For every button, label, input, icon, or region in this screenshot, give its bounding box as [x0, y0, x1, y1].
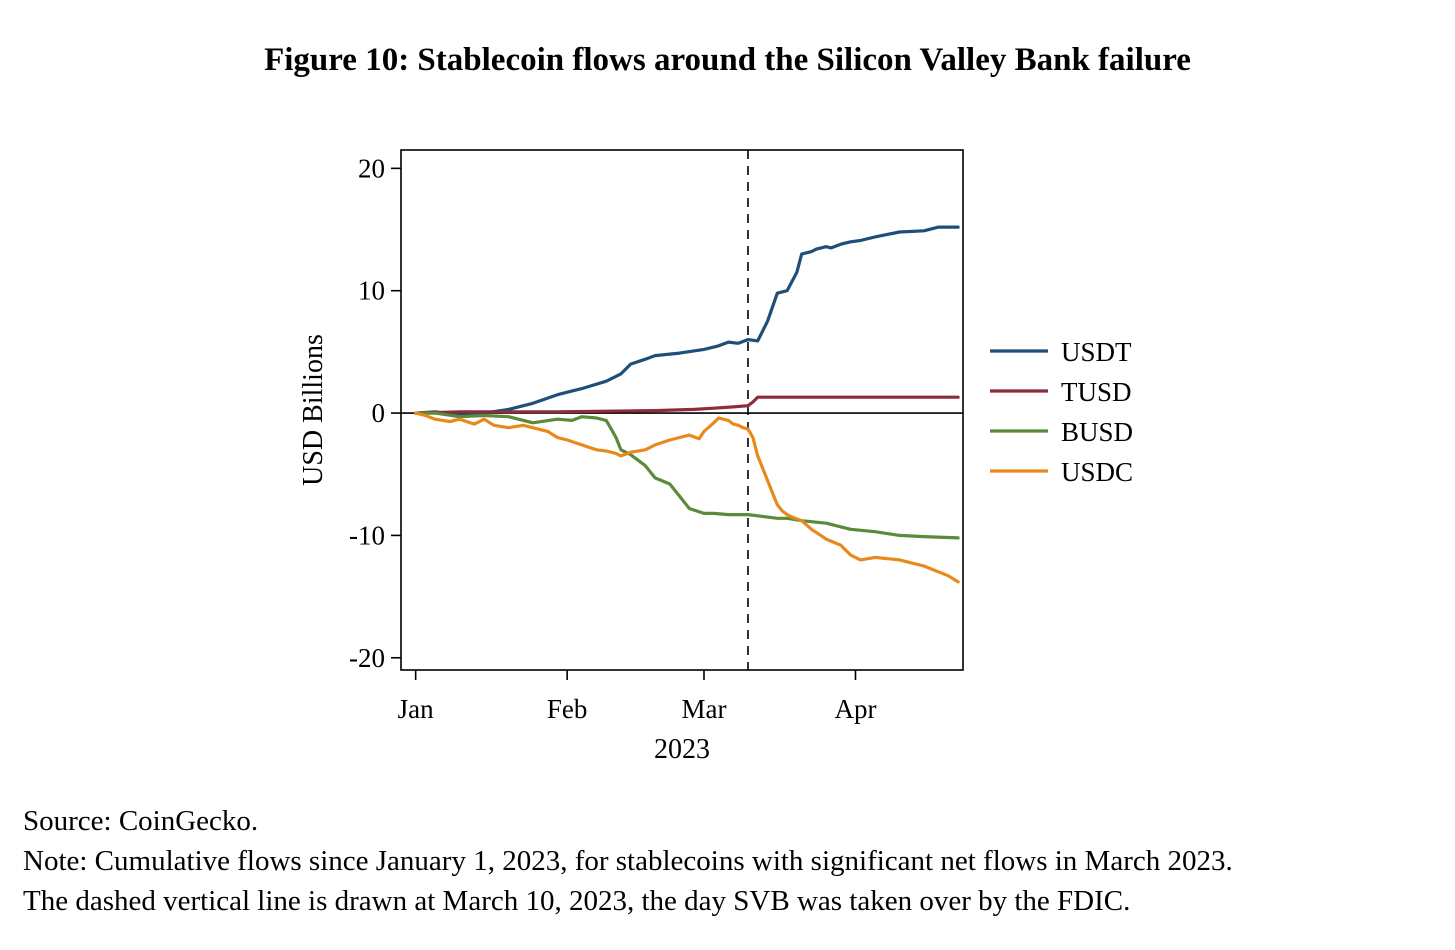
x-tick-label: Jan: [398, 694, 434, 724]
plot-frame: [400, 149, 964, 671]
legend-label-usdt: USDT: [1061, 337, 1132, 367]
axes: 20 10 0 -10 -20 Jan Feb Mar Apr: [349, 153, 876, 724]
y-tick-label: 20: [358, 153, 385, 183]
x-tick-label: Feb: [547, 694, 588, 724]
y-axis-label: USD Billions: [298, 334, 329, 486]
note-line-2: The dashed vertical line is drawn at Mar…: [23, 885, 1131, 917]
series-lines: [414, 225, 960, 584]
legend-label-busd: BUSD: [1061, 417, 1133, 447]
x-axis-label: 2023: [654, 734, 710, 765]
x-tick-label: Apr: [834, 694, 876, 724]
y-tick-label: -10: [349, 520, 385, 550]
series-line-usdc: [414, 411, 960, 584]
legend-label-tusd: TUSD: [1061, 377, 1132, 407]
legend: USDT TUSD BUSD USDC: [990, 337, 1133, 487]
series-line-tusd: [414, 395, 960, 415]
figure-title: Figure 10: Stablecoin flows around the S…: [264, 42, 1191, 78]
y-tick-label: 0: [372, 398, 386, 428]
series-line-usdt: [414, 225, 960, 418]
x-tick-label: Mar: [681, 694, 726, 724]
y-tick-label: 10: [358, 276, 385, 306]
legend-label-usdc: USDC: [1061, 457, 1133, 487]
source-note: Source: CoinGecko.: [23, 805, 259, 837]
y-tick-label: -20: [349, 643, 385, 673]
chart: 20 10 0 -10 -20 Jan Feb Mar Apr USD Billions 202…: [298, 149, 1133, 765]
note-line-1: Note: Cumulative flows since January 1, …: [23, 845, 1233, 877]
series-line-busd: [414, 411, 960, 540]
